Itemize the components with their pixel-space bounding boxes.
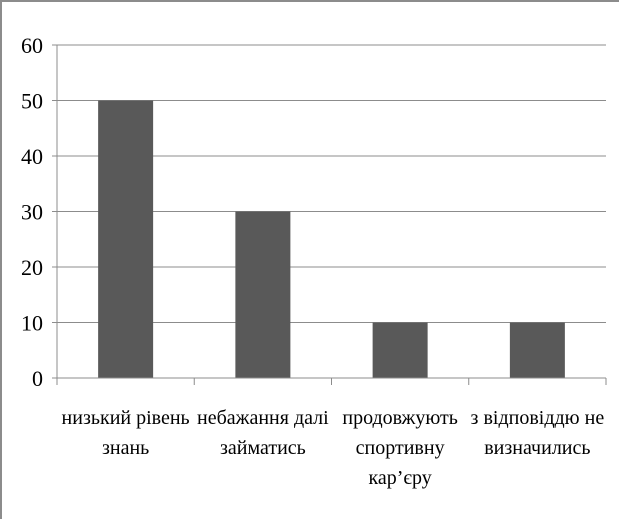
x-category-label-4: з відповіддю не визначились	[471, 407, 605, 459]
bar-3	[372, 322, 428, 378]
y-tick-labels: 0 10 20 30 40 50 60	[21, 33, 43, 391]
y-tick-label-20: 20	[21, 255, 43, 280]
bar-2	[235, 211, 291, 378]
y-tick-label-10: 10	[21, 311, 43, 336]
x-category-label-line: визначились	[484, 437, 590, 459]
x-category-label-2: небажання далі займатись	[197, 407, 329, 459]
y-tick-label-40: 40	[21, 144, 43, 169]
x-category-label-line: кар’єру	[368, 467, 431, 489]
x-category-label-line: з відповіддю не	[471, 407, 605, 429]
x-category-label-line: займатись	[220, 437, 306, 459]
x-category-label-line: спортивну	[356, 437, 445, 459]
bar-1	[98, 100, 154, 378]
y-tick-label-60: 60	[21, 33, 43, 58]
x-category-label-line: низький рівень	[62, 407, 190, 429]
y-tick-label-30: 30	[21, 200, 43, 225]
y-tick-label-50: 50	[21, 89, 43, 114]
x-category-label-3: продовжують спортивну кар’єру	[342, 407, 458, 489]
x-category-label-1: низький рівень знань	[62, 407, 190, 459]
x-category-label-line: знань	[102, 437, 149, 459]
axes	[52, 44, 607, 385]
bars	[98, 100, 565, 378]
x-category-label-line: продовжують	[342, 407, 458, 429]
x-category-labels: низький рівень знань небажання далі займати…	[62, 407, 605, 489]
y-tick-label-0: 0	[32, 366, 43, 391]
bar-4	[509, 322, 565, 378]
x-category-label-line: небажання далі	[197, 407, 329, 429]
